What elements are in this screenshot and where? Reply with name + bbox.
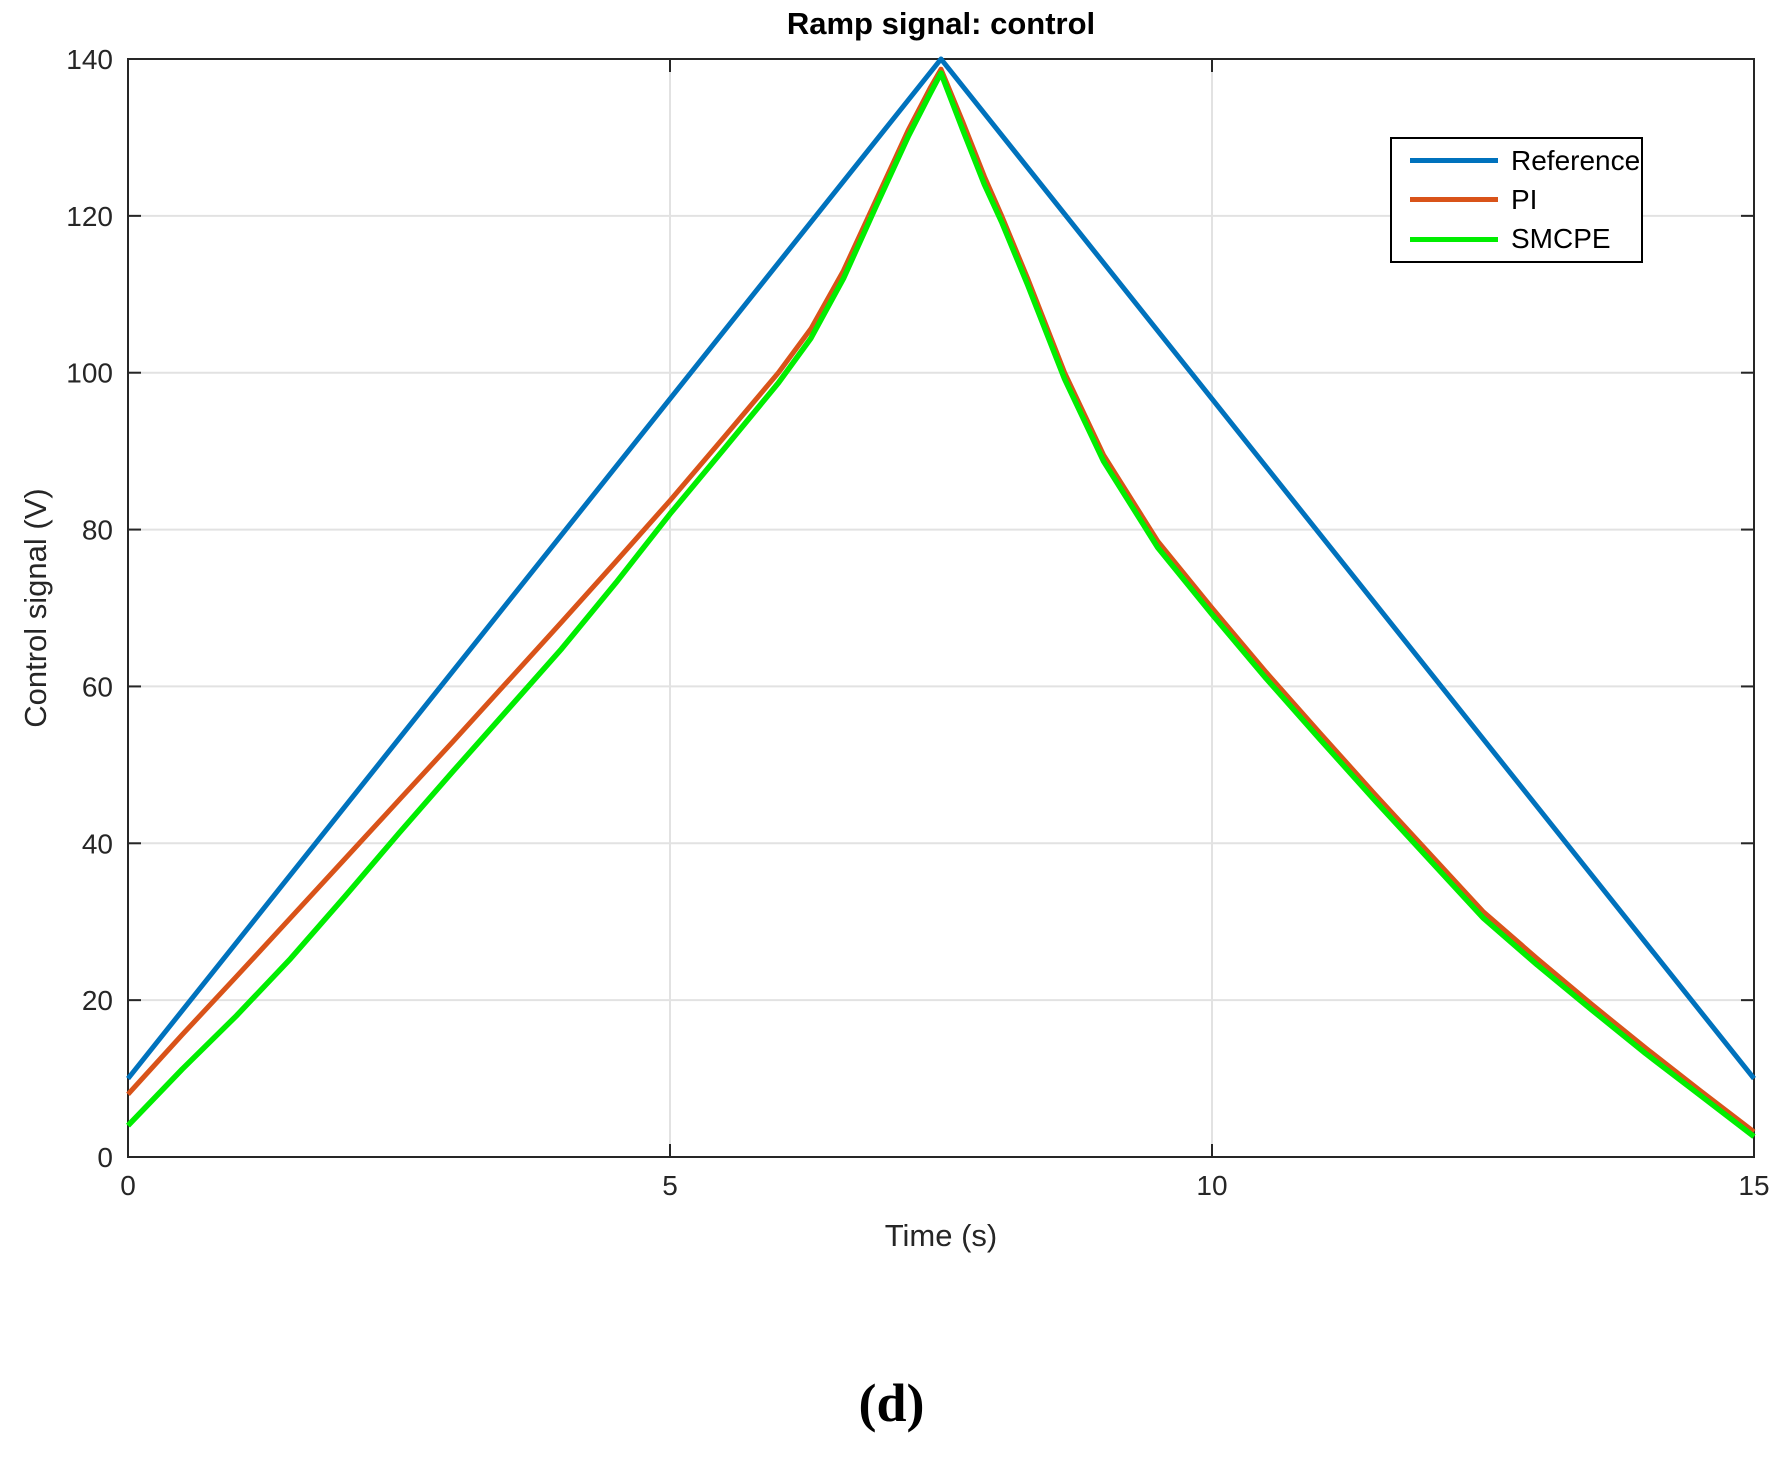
figure-caption: (d)	[858, 1373, 925, 1433]
x-tick-label: 10	[1196, 1170, 1227, 1201]
chart-title: Ramp signal: control	[786, 6, 1096, 41]
series-line-smcpe	[126, 70, 1756, 1139]
legend-row-smcpe: SMCPE	[1392, 220, 1641, 259]
legend-label: Reference	[1511, 144, 1641, 176]
y-tick-label: 60	[82, 671, 113, 702]
legend-label: SMCPE	[1511, 223, 1611, 255]
x-tick-label: 15	[1738, 1170, 1769, 1201]
y-tick-label: 100	[66, 358, 113, 389]
series-line-reference	[126, 56, 1756, 1081]
x-tick-label: 0	[120, 1170, 136, 1201]
y-tick-label: 0	[97, 1142, 113, 1173]
legend: Reference PI SMCPE	[1390, 137, 1643, 263]
series-line-pi	[126, 66, 1756, 1134]
x-tick-label: 5	[662, 1170, 678, 1201]
y-axis-label: Control signal (V)	[18, 488, 53, 728]
y-tick-label: 120	[66, 201, 113, 232]
legend-line-sample	[1410, 236, 1498, 242]
legend-label: PI	[1511, 183, 1538, 215]
legend-line-sample	[1410, 158, 1498, 164]
legend-line-sample	[1410, 197, 1498, 203]
legend-row-pi: PI	[1392, 180, 1641, 219]
y-tick-label: 20	[82, 985, 113, 1016]
legend-row-reference: Reference	[1392, 141, 1641, 180]
y-tick-label: 140	[66, 44, 113, 75]
y-tick-label: 40	[82, 828, 113, 859]
y-tick-label: 80	[82, 515, 113, 546]
x-axis-label: Time (s)	[884, 1218, 998, 1253]
